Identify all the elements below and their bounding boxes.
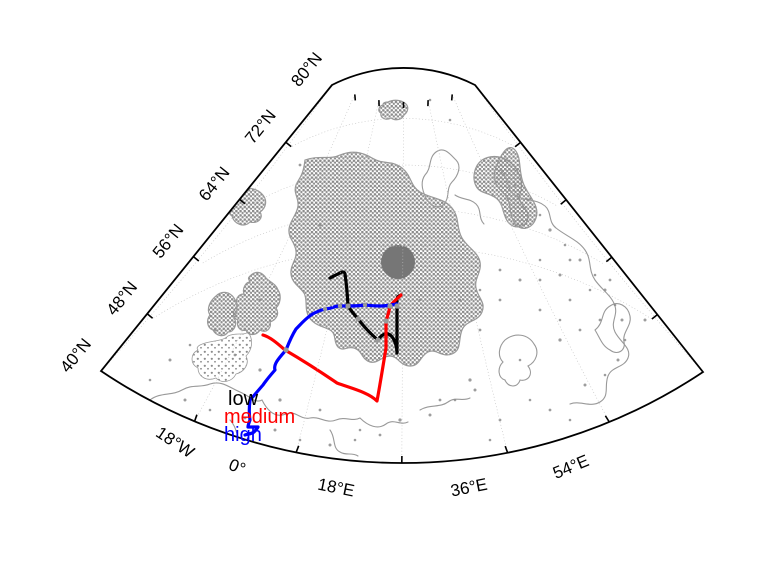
svg-text:72°N: 72°N bbox=[241, 106, 280, 147]
svg-text:18°W: 18°W bbox=[152, 423, 197, 462]
svg-text:36°E: 36°E bbox=[449, 475, 489, 501]
svg-text:18°E: 18°E bbox=[316, 475, 356, 501]
svg-text:56°N: 56°N bbox=[149, 220, 188, 261]
svg-text:80°N: 80°N bbox=[287, 49, 326, 90]
svg-text:64°N: 64°N bbox=[195, 163, 234, 204]
svg-text:high: high bbox=[224, 424, 262, 446]
svg-text:48°N: 48°N bbox=[103, 278, 142, 319]
svg-text:0°: 0° bbox=[226, 455, 248, 479]
svg-text:40°N: 40°N bbox=[56, 335, 95, 376]
svg-text:54°E: 54°E bbox=[550, 451, 591, 483]
